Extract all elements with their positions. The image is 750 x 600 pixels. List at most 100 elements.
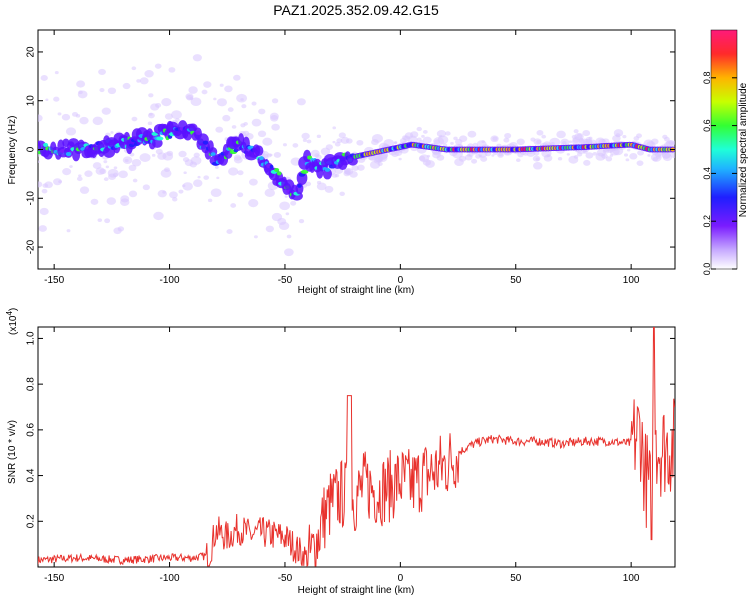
spectrogram-halo-blob <box>282 143 287 147</box>
spectrogram-halo-blob <box>103 177 109 182</box>
svg-text:(x104): (x104) <box>5 308 19 335</box>
spectrogram-halo-blob <box>459 135 468 142</box>
spectrogram-halo-blob <box>54 71 59 75</box>
spectrogram-halo-blob <box>622 135 627 139</box>
spectrogram-halo-blob <box>258 108 266 115</box>
spectrogram-halo-blob <box>110 131 114 134</box>
colorbar-tick-label: 0.2 <box>702 215 712 228</box>
snr-scale-exponent: 4 <box>5 311 14 316</box>
snr-ylabel: SNR (10 * v/v) <box>7 420 18 484</box>
spectrogram-halo-blob <box>467 130 477 138</box>
spectrogram-halo-blob <box>203 81 212 88</box>
snr-xtick-label: 50 <box>510 573 522 584</box>
spectrogram-halo-blob <box>286 234 292 239</box>
spectrogram-halo-blob <box>582 130 591 137</box>
spectrogram-halo-blob <box>647 154 651 157</box>
spectrogram-halo-blob <box>626 148 631 152</box>
spectrogram-halo-blob <box>168 67 176 73</box>
spectrogram-halo-blob <box>345 169 351 174</box>
spectrogram-halo-blob <box>546 153 551 157</box>
spectrogram-halo-blob <box>157 189 167 198</box>
spectrogram-halo-blob <box>609 154 614 157</box>
spectrogram-halo-blob <box>338 132 346 139</box>
spectrogram-halo-blob <box>416 137 422 142</box>
spectrogram-halo-blob <box>128 164 137 171</box>
spectrogram-halo-blob <box>103 160 108 164</box>
spectrogram-core-blob <box>43 142 49 147</box>
spectrogram-halo-blob <box>339 191 345 197</box>
snr-xtick-label: 100 <box>623 573 640 584</box>
spectrogram-halo-blob <box>147 112 155 119</box>
spectrogram-halo-blob <box>306 139 312 144</box>
spectrogram-halo-blob <box>458 155 467 162</box>
spectrogram-halo-blob <box>271 212 283 222</box>
spectrogram-halo-blob <box>57 112 62 116</box>
spectrogram-halo-blob <box>503 137 510 143</box>
spectrogram-halo-blob <box>124 158 129 163</box>
spectrogram-halo-blob <box>302 138 307 142</box>
spectrogram-halo-blob <box>69 165 73 168</box>
spectrogram-halo-blob <box>285 212 290 216</box>
spectrogram-halo-blob <box>38 160 40 163</box>
spectrogram-halo-blob <box>122 82 131 90</box>
spectrogram-halo-blob <box>377 154 388 162</box>
snr-series-line <box>38 327 675 567</box>
spectrogram-halo-blob <box>84 170 93 177</box>
spectrogram-halo-blob <box>472 142 478 147</box>
spectrogram-halo-blob <box>237 170 244 176</box>
spectrogram-halo-blob <box>38 114 43 122</box>
spectrogram-halo-blob <box>42 183 49 188</box>
spectrogram-halo-blob <box>38 225 47 232</box>
spectrogram-halo-blob <box>533 150 540 156</box>
snr-xtick-label: -150 <box>44 573 64 584</box>
spectrogram-halo-blob <box>573 155 579 159</box>
spectrogram-halo-blob <box>62 168 72 176</box>
spectrogram-halo-blob <box>650 153 662 162</box>
spectrogram-halo-blob <box>253 235 258 239</box>
spectrogram-ytick-label: 20 <box>26 46 37 58</box>
spectrogram-halo-blob <box>257 130 267 138</box>
spectrogram-halo-blob <box>61 113 71 121</box>
spectrogram-xtick-label: 0 <box>398 275 404 286</box>
spectrogram-halo-blob <box>442 143 448 147</box>
spectrogram-halo-blob <box>66 229 71 233</box>
spectrogram-halo-blob <box>186 94 194 101</box>
spectrogram-halo-blob <box>650 138 659 145</box>
spectrogram-core-blob <box>269 164 274 169</box>
spectrogram-ytick-label: -20 <box>26 239 37 254</box>
spectrogram-halo-blob <box>637 150 644 156</box>
spectrogram-halo-blob <box>190 97 202 107</box>
spectrogram-halo-blob <box>560 138 570 146</box>
spectrogram-halo-blob <box>142 184 150 191</box>
spectrogram-halo-blob <box>393 141 398 145</box>
spectrogram-halo-blob <box>92 162 102 170</box>
snr-xtick-label: -50 <box>278 573 293 584</box>
spectrogram-halo-blob <box>292 143 299 148</box>
spectrogram-halo-blob <box>104 218 111 224</box>
spectrogram-halo-blob <box>164 167 170 173</box>
spectrogram-halo-blob <box>481 140 486 144</box>
spectrogram-halo-blob <box>533 138 542 145</box>
spectrogram-halo-blob <box>419 154 430 163</box>
spectrogram-halo-blob <box>175 118 180 122</box>
spectrogram-halo-blob <box>227 107 234 112</box>
spectrogram-halo-blob <box>144 69 154 78</box>
spectrogram-halo-blob <box>497 152 504 158</box>
spectrogram-halo-blob <box>433 137 445 146</box>
spectrogram-core-blob <box>195 130 201 135</box>
colorbar-tick-label: 0.4 <box>702 167 712 180</box>
spectrogram-halo-blob <box>222 114 231 122</box>
spectrogram-halo-blob <box>453 136 458 141</box>
spectrogram-halo-blob <box>331 173 338 178</box>
spectrogram-halo-blob <box>349 170 358 178</box>
spectrogram-halo-blob <box>504 132 512 139</box>
spectrogram-halo-blob <box>633 136 640 141</box>
spectrogram-halo-blob <box>213 97 217 101</box>
spectrogram-halo-blob <box>305 181 312 187</box>
colorbar-ticks: 0.0 0.2 0.4 0.6 0.8 <box>702 72 737 275</box>
spectrogram-halo-blob <box>233 154 242 161</box>
spectrogram-halo-blob <box>215 126 224 133</box>
spectrogram-halo-blob <box>71 111 79 117</box>
spectrogram-halo-blob <box>356 139 364 146</box>
